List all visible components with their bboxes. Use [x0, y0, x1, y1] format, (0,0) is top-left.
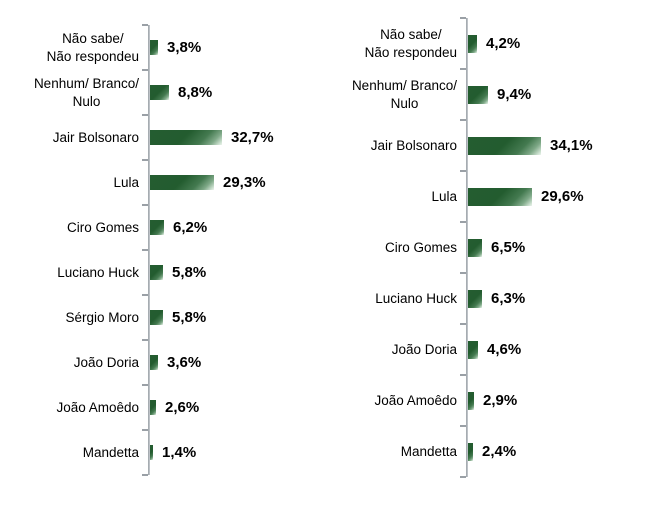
category-label: Nenhum/ Branco/ Nulo [33, 76, 139, 109]
category-label: Jair Bolsonaro [52, 129, 139, 145]
category-label: Ciro Gomes [66, 219, 139, 235]
bar [150, 175, 214, 190]
axis-tick [142, 204, 148, 206]
bar [150, 355, 158, 370]
value-label: 34,1% [550, 137, 593, 154]
category-label: Mandetta [400, 443, 457, 459]
value-label: 5,8% [172, 309, 207, 326]
axis-tick [142, 159, 148, 161]
bar [468, 238, 482, 257]
category-label: Não sabe/ Não respondeu [364, 27, 457, 60]
bar [468, 187, 532, 206]
axis-tick [142, 339, 148, 341]
category-label: Nenhum/ Branco/ Nulo [351, 78, 457, 111]
left-bar-chart: Não sabe/ Não respondeu 3,8% Nenhum/ Branc… [33, 24, 274, 476]
category-label: Não sabe/ Não respondeu [46, 31, 139, 64]
bar [468, 442, 473, 461]
value-label: 8,8% [178, 84, 213, 101]
axis-tick [460, 374, 466, 376]
axis-tick [460, 323, 466, 325]
axis-tick [142, 69, 148, 71]
value-label: 2,9% [483, 392, 518, 409]
bar [150, 310, 163, 325]
value-label: 6,5% [491, 239, 526, 256]
axis-tick [460, 272, 466, 274]
bar [468, 391, 474, 410]
category-label: Lula [113, 174, 139, 190]
axis-tick [460, 68, 466, 70]
bar [150, 265, 163, 280]
value-label: 5,8% [172, 264, 207, 281]
value-label: 4,2% [486, 35, 521, 52]
bar [468, 136, 541, 155]
axis-tick [460, 170, 466, 172]
bar [468, 289, 482, 308]
axis-tick [142, 429, 148, 431]
category-label: Lula [431, 188, 457, 204]
bar [150, 445, 153, 460]
bar [468, 34, 477, 53]
bar [150, 85, 169, 100]
value-label: 2,6% [165, 399, 200, 416]
axis-tick [142, 474, 148, 476]
value-label: 29,3% [223, 174, 266, 191]
axis-tick [142, 249, 148, 251]
value-label: 4,6% [487, 341, 522, 358]
right-bar-chart: Não sabe/ Não respondeu 4,2% Nenhum/ Branc… [323, 0, 646, 511]
bar [150, 40, 158, 55]
bar [150, 130, 222, 145]
bar [468, 85, 488, 104]
axis-tick [142, 114, 148, 116]
value-label: 6,3% [491, 290, 526, 307]
category-label: João Doria [391, 341, 457, 357]
axis-tick [142, 294, 148, 296]
category-label: Sérgio Moro [65, 309, 139, 325]
bar [150, 220, 164, 235]
value-label: 3,8% [167, 39, 202, 56]
axis-tick [142, 384, 148, 386]
value-label: 1,4% [162, 444, 197, 461]
axis-tick [460, 119, 466, 121]
value-label: 29,6% [541, 188, 584, 205]
value-label: 9,4% [497, 86, 532, 103]
category-label: João Doria [73, 354, 139, 370]
category-label: Luciano Huck [375, 290, 457, 306]
category-label: João Amoêdo [56, 399, 139, 415]
axis-tick [460, 17, 466, 19]
category-axis-line [466, 18, 468, 477]
axis-tick [142, 24, 148, 26]
value-label: 32,7% [231, 129, 274, 146]
category-label: Jair Bolsonaro [370, 137, 457, 153]
value-label: 6,2% [173, 219, 208, 236]
axis-tick [460, 425, 466, 427]
bar [468, 340, 478, 359]
value-label: 2,4% [482, 443, 517, 460]
category-axis-line [148, 25, 150, 475]
axis-tick [460, 476, 466, 478]
bar [150, 400, 156, 415]
category-label: Luciano Huck [57, 264, 139, 280]
category-label: João Amoêdo [374, 392, 457, 408]
category-label: Ciro Gomes [384, 239, 457, 255]
value-label: 3,6% [167, 354, 202, 371]
axis-tick [460, 221, 466, 223]
category-label: Mandetta [82, 444, 139, 460]
